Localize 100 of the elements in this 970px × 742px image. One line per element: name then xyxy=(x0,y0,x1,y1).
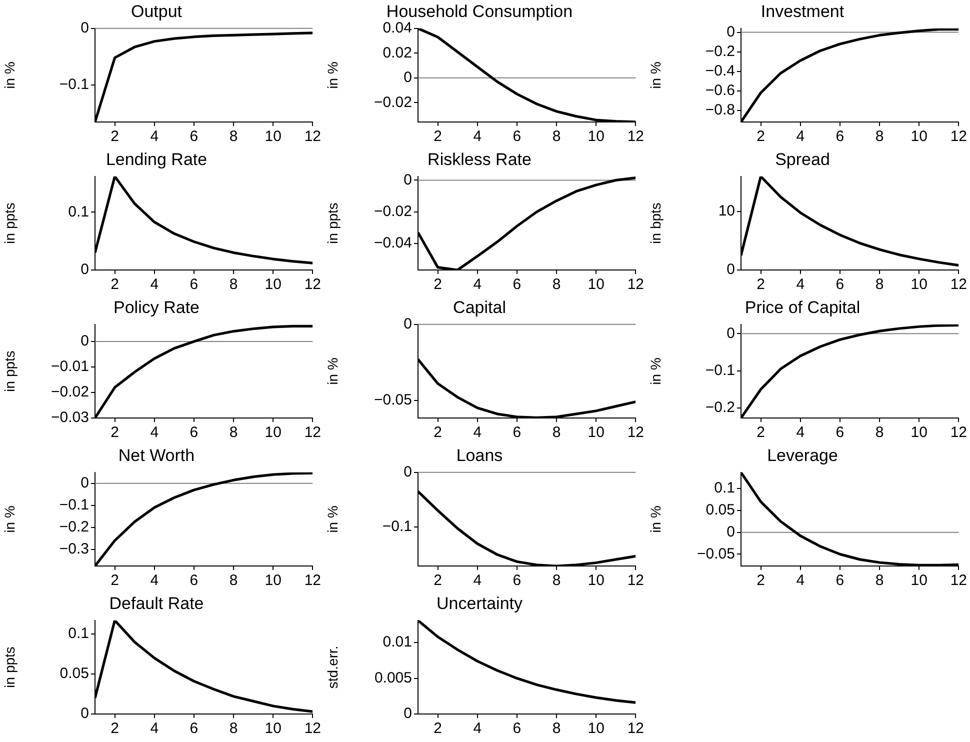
x-tick-label: 2 xyxy=(110,276,119,294)
y-axis-title: in ppts xyxy=(1,646,18,688)
x-tick-label: 8 xyxy=(552,572,561,590)
x-tick-label: 4 xyxy=(150,720,159,738)
y-tick-label: 0 xyxy=(80,261,89,278)
x-tick-label: 4 xyxy=(796,424,805,442)
x-tick-label: 12 xyxy=(950,128,967,146)
y-tick-label: −0.3 xyxy=(59,540,89,558)
x-tick-label: 10 xyxy=(910,424,928,442)
x-tick-label: 12 xyxy=(627,424,644,442)
x-tick-label: 6 xyxy=(512,720,522,738)
x-tick-label: 12 xyxy=(304,424,321,442)
y-tick-label: 0 xyxy=(726,23,735,40)
x-tick-label: 6 xyxy=(836,276,844,294)
x-tick-label: 6 xyxy=(512,424,522,442)
x-tick-label: 12 xyxy=(950,424,967,442)
y-tick-label: 0 xyxy=(726,324,735,342)
chart-title: Capital xyxy=(453,298,506,317)
x-tick-label: 12 xyxy=(304,128,321,146)
y-tick-label: −0.02 xyxy=(374,203,412,220)
y-axis-title: in bpts xyxy=(647,202,664,244)
x-tick-label: 8 xyxy=(229,720,238,738)
x-tick-label: 6 xyxy=(512,128,522,146)
chart-title: Household Consumption xyxy=(386,2,573,21)
chart-title: Price of Capital xyxy=(744,298,860,317)
x-tick-label: 8 xyxy=(875,572,884,590)
chart-title: Net Worth xyxy=(118,446,195,465)
y-tick-label: 0 xyxy=(726,523,735,540)
x-tick-label: 2 xyxy=(434,276,442,294)
x-tick-label: 12 xyxy=(627,276,644,294)
y-tick-label: −0.1 xyxy=(705,362,735,379)
y-tick-label: −0.04 xyxy=(374,234,412,252)
x-tick-label: 8 xyxy=(229,424,238,442)
x-tick-label: 8 xyxy=(875,128,884,146)
x-tick-label: 2 xyxy=(756,276,765,294)
y-tick-label: −0.05 xyxy=(374,391,412,408)
y-tick-label: 0 xyxy=(80,332,89,350)
y-tick-label: 0 xyxy=(404,464,412,481)
x-tick-label: 8 xyxy=(552,128,561,146)
x-tick-label: 4 xyxy=(796,572,805,590)
x-tick-label: 4 xyxy=(473,128,482,146)
y-tick-label: −0.1 xyxy=(59,496,89,514)
x-tick-label: 10 xyxy=(588,572,604,590)
x-tick-label: 10 xyxy=(910,276,928,294)
y-tick-label: 0.05 xyxy=(706,502,735,519)
y-axis-title: in % xyxy=(324,62,340,89)
y-tick-label: 0 xyxy=(404,171,412,188)
y-tick-label: −0.03 xyxy=(51,409,89,426)
x-tick-label: 4 xyxy=(473,572,482,590)
y-tick-label: 0.01 xyxy=(382,634,412,651)
x-tick-label: 2 xyxy=(434,424,442,442)
x-tick-label: 2 xyxy=(434,128,442,146)
x-tick-label: 10 xyxy=(264,572,282,590)
chart-title: Loans xyxy=(456,446,503,465)
y-tick-label: −0.05 xyxy=(697,545,735,562)
x-tick-label: 4 xyxy=(796,128,805,146)
y-tick-label: −0.2 xyxy=(705,42,735,60)
y-tick-label: 0 xyxy=(726,261,735,278)
x-tick-label: 12 xyxy=(950,572,967,590)
y-axis-title: in % xyxy=(1,62,18,89)
x-tick-label: 2 xyxy=(756,424,765,442)
x-tick-label: 8 xyxy=(875,276,884,294)
y-axis-title: in % xyxy=(647,358,664,385)
chart-title: Default Rate xyxy=(109,594,204,613)
y-tick-label: 0 xyxy=(404,316,412,333)
x-tick-label: 8 xyxy=(875,424,884,442)
y-tick-label: 0 xyxy=(404,705,412,722)
x-tick-label: 6 xyxy=(512,276,522,294)
y-axis-title: in ppts xyxy=(324,202,340,244)
y-tick-label: 0.1 xyxy=(68,625,89,642)
y-tick-label: −0.2 xyxy=(705,399,735,416)
x-tick-label: 4 xyxy=(150,572,159,590)
x-tick-label: 2 xyxy=(110,424,119,442)
x-tick-label: 8 xyxy=(552,720,561,738)
x-tick-label: 10 xyxy=(264,424,282,442)
y-tick-label: −0.2 xyxy=(59,518,89,536)
x-tick-label: 6 xyxy=(190,424,198,442)
y-axis-title: in % xyxy=(647,62,664,89)
chart-title: Investment xyxy=(760,2,844,21)
y-axis-title: std.err. xyxy=(324,646,340,689)
chart-title: Leverage xyxy=(767,446,838,465)
x-tick-label: 10 xyxy=(264,720,282,738)
y-tick-label: −0.1 xyxy=(59,76,89,93)
x-tick-label: 2 xyxy=(110,572,119,590)
x-tick-label: 4 xyxy=(150,128,159,146)
y-tick-label: 0 xyxy=(80,705,89,722)
y-tick-label: 0 xyxy=(80,474,89,492)
x-tick-label: 6 xyxy=(512,572,522,590)
x-tick-label: 6 xyxy=(190,276,198,294)
x-tick-label: 2 xyxy=(110,720,119,738)
x-tick-label: 6 xyxy=(190,720,198,738)
y-tick-label: 0.1 xyxy=(68,203,89,220)
y-tick-label: −0.4 xyxy=(705,62,735,80)
y-tick-label: 0 xyxy=(404,69,412,86)
x-tick-label: 8 xyxy=(229,276,238,294)
x-tick-label: 8 xyxy=(229,572,238,590)
chart-title: Spread xyxy=(775,150,830,169)
chart-title: Policy Rate xyxy=(114,298,200,317)
x-tick-label: 10 xyxy=(588,276,604,294)
x-tick-label: 10 xyxy=(264,128,282,146)
